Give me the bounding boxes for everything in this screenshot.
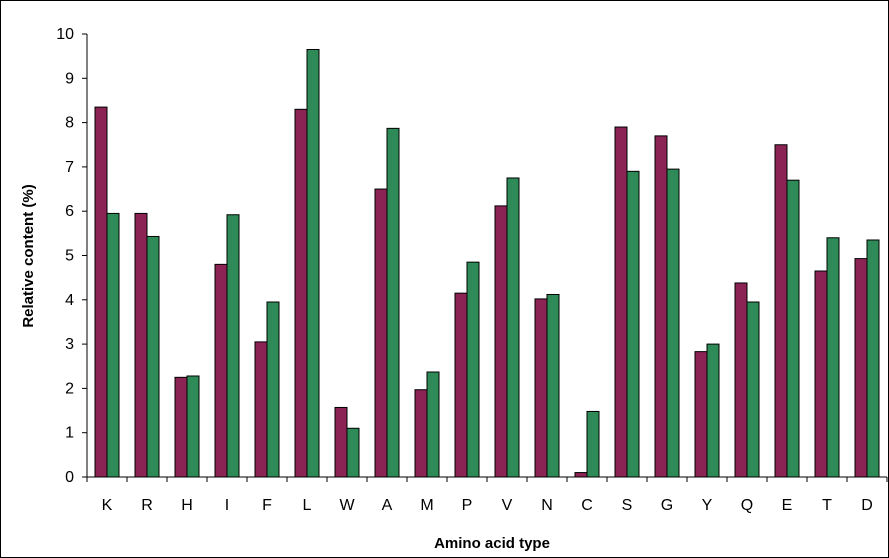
x-tick-label: K <box>102 497 113 514</box>
bar-S-series-2 <box>626 170 640 478</box>
bar-N-series-2 <box>546 293 560 478</box>
bar-Y-series-2 <box>706 343 720 478</box>
bar-W-series-1 <box>334 406 348 478</box>
x-tick-label: I <box>225 497 229 514</box>
x-tick-label: Y <box>702 497 713 514</box>
x-tick-label: P <box>462 497 473 514</box>
y-tick-label: 1 <box>65 425 74 442</box>
bar-H-series-2 <box>186 375 200 478</box>
y-tick-label: 5 <box>65 248 74 265</box>
bar-M-series-1 <box>414 389 428 478</box>
bar-N-series-1 <box>534 298 548 478</box>
bar-K-series-1 <box>94 106 108 478</box>
x-tick-label: E <box>782 497 793 514</box>
bar-R-series-2 <box>146 235 160 478</box>
bar-Y-series-1 <box>694 351 708 478</box>
bar-C-series-2 <box>586 410 600 478</box>
axes-layer <box>86 34 887 478</box>
bar-P-series-1 <box>454 292 468 478</box>
bar-D-series-2 <box>866 239 880 478</box>
bar-L-series-2 <box>306 49 320 478</box>
bar-Q-series-2 <box>746 301 760 478</box>
bar-T-series-2 <box>826 237 840 478</box>
bar-E-series-1 <box>774 144 788 478</box>
x-tick-label: D <box>861 497 873 514</box>
x-tick-label: N <box>541 497 553 514</box>
bar-A-series-1 <box>374 188 388 478</box>
bar-L-series-1 <box>294 108 308 478</box>
bar-D-series-1 <box>854 258 868 478</box>
bar-G-series-1 <box>654 135 668 478</box>
bar-K-series-2 <box>106 212 120 478</box>
bar-C-series-1 <box>574 472 588 478</box>
x-tick-label: C <box>581 497 593 514</box>
y-axis-title: Relative content (%) <box>20 184 37 327</box>
y-ticks: 0 1 2 3 4 5 6 7 8 9 10 <box>56 26 87 486</box>
bar-W-series-2 <box>346 427 360 478</box>
x-tick-label: S <box>622 497 633 514</box>
y-tick-label: 0 <box>65 469 74 486</box>
x-tick-label: F <box>262 497 272 514</box>
y-tick-label: 4 <box>65 292 74 309</box>
x-tick-label: L <box>303 497 312 514</box>
y-tick-label: 8 <box>65 115 74 132</box>
x-tick-label: R <box>141 497 153 514</box>
y-tick-label: 10 <box>56 26 74 43</box>
y-tick-label: 7 <box>65 159 74 176</box>
x-tick-label: T <box>822 497 832 514</box>
y-tick-label: 6 <box>65 203 74 220</box>
x-tick-label: M <box>420 497 433 514</box>
x-tick-label: W <box>339 497 355 514</box>
bar-T-series-1 <box>814 270 828 478</box>
y-tick-label: 2 <box>65 380 74 397</box>
x-tick-label: V <box>502 497 513 514</box>
bar-R-series-1 <box>134 212 148 478</box>
y-tick-label: 3 <box>65 336 74 353</box>
x-tick-label: G <box>661 497 673 514</box>
x-tick-label: H <box>181 497 193 514</box>
y-tick-label: 9 <box>65 70 74 87</box>
bar-P-series-2 <box>466 261 480 478</box>
x-axis-title: Amino acid type <box>434 535 550 552</box>
bar-F-series-1 <box>254 341 268 478</box>
bar-A-series-2 <box>386 127 400 478</box>
bar-S-series-1 <box>614 126 628 478</box>
x-tick-label: A <box>382 497 393 514</box>
bar-E-series-2 <box>786 179 800 478</box>
bar-F-series-2 <box>266 301 280 478</box>
bar-G-series-2 <box>666 168 680 478</box>
bar-I-series-2 <box>226 214 240 478</box>
bar-V-series-1 <box>494 205 508 478</box>
bar-M-series-2 <box>426 371 440 478</box>
bar-I-series-1 <box>214 263 228 478</box>
x-tick-label: Q <box>741 497 753 514</box>
bar-H-series-1 <box>174 376 188 478</box>
bars-layer <box>94 49 880 478</box>
bar-V-series-2 <box>506 177 520 478</box>
bar-Q-series-1 <box>734 282 748 478</box>
